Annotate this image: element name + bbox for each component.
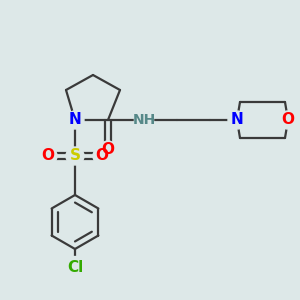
Text: O: O	[101, 142, 115, 158]
Circle shape	[99, 141, 117, 159]
Circle shape	[228, 111, 246, 129]
Text: S: S	[70, 148, 80, 164]
Text: NH: NH	[132, 113, 156, 127]
Text: N: N	[69, 112, 81, 128]
Text: N: N	[231, 112, 243, 128]
Text: Cl: Cl	[67, 260, 83, 274]
Circle shape	[66, 111, 84, 129]
Text: O: O	[41, 148, 55, 164]
Text: O: O	[281, 112, 295, 128]
Circle shape	[279, 111, 297, 129]
Circle shape	[64, 256, 86, 278]
Circle shape	[93, 147, 111, 165]
Text: O: O	[95, 148, 109, 164]
Circle shape	[66, 147, 84, 165]
Circle shape	[134, 110, 154, 130]
Circle shape	[39, 147, 57, 165]
